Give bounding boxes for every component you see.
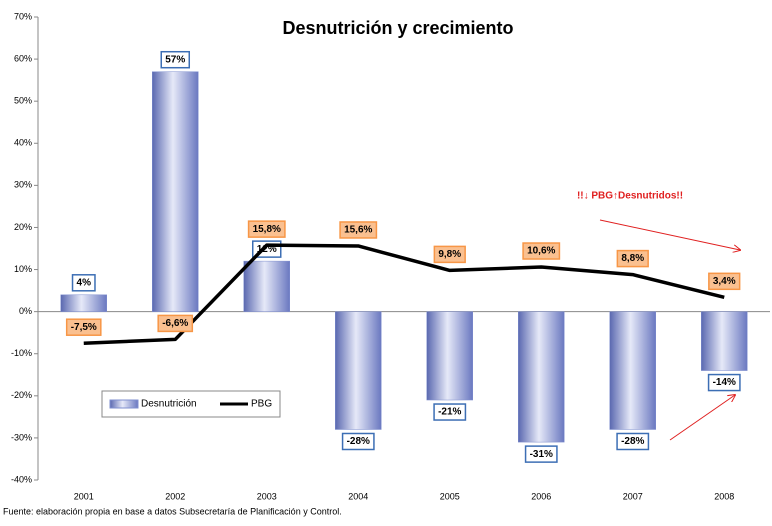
data-label-box (160, 50, 191, 69)
y-tick-label: 50% (14, 96, 32, 106)
x-tick-label: 2007 (623, 491, 643, 501)
x-tick-label: 2001 (74, 491, 94, 501)
y-tick-label: 40% (14, 138, 32, 148)
y-tick-label: 30% (14, 180, 32, 190)
data-label-box (339, 221, 378, 239)
data-label: 15,6% (344, 225, 372, 236)
chart-title: Desnutrición y crecimiento (282, 18, 513, 38)
x-tick-label: 2002 (165, 491, 185, 501)
data-label: -28% (347, 436, 370, 447)
data-label: -28% (621, 436, 644, 447)
data-label: -21% (438, 407, 461, 418)
y-tick-label: 60% (14, 53, 32, 63)
data-label: -6,6% (162, 318, 188, 329)
x-tick-label: 2008 (714, 491, 734, 501)
bar (243, 260, 290, 312)
y-tick-label: -30% (11, 432, 32, 442)
legend: Desnutrición PBG (101, 390, 281, 418)
data-label-box (616, 432, 650, 451)
data-label-box (616, 249, 649, 268)
x-tick-label: 2004 (348, 491, 368, 501)
data-label-box (247, 220, 286, 238)
y-tick-label: 20% (14, 222, 32, 232)
data-label-box (707, 373, 741, 392)
y-tick-label: 0% (19, 306, 32, 316)
bar (701, 311, 748, 371)
legend-label: Desnutrición (141, 399, 197, 410)
x-tick-label: 2005 (440, 491, 460, 501)
data-label-box (708, 272, 741, 291)
y-tick-label: 10% (14, 264, 32, 274)
x-tick-label: 2006 (531, 491, 551, 501)
data-label-box (522, 242, 561, 260)
x-tick-label: 2003 (257, 491, 277, 501)
data-label: 3,4% (713, 276, 736, 287)
data-label: 12% (257, 244, 277, 255)
bar (152, 71, 199, 312)
data-label-box (341, 432, 375, 451)
y-tick-label: 70% (14, 11, 32, 21)
source: Fuente: elaboración propia en base a dat… (3, 506, 342, 516)
data-label: -14% (713, 377, 736, 388)
data-label: 4% (77, 277, 92, 288)
annotation: !!↓ PBG↑Desnutridos!! (577, 191, 683, 202)
data-label: 10,6% (527, 246, 555, 257)
y-tick-label: -20% (11, 390, 32, 400)
bar (609, 311, 656, 430)
data-label: 15,8% (253, 224, 281, 235)
data-label-box (524, 445, 558, 463)
data-label-box (65, 318, 102, 336)
arrow (599, 219, 740, 250)
legend-swatch (109, 399, 139, 409)
data-label-box (71, 274, 96, 292)
y-tick-label: -40% (11, 474, 32, 484)
bar (335, 311, 382, 430)
data-label: 8,8% (621, 253, 644, 264)
bar (60, 294, 107, 312)
data-label-box (157, 314, 194, 333)
data-label: 57% (165, 54, 185, 65)
data-label-box (433, 403, 467, 421)
legend-label: PBG (251, 399, 272, 410)
data-label: 9,8% (438, 249, 461, 260)
bar (426, 311, 473, 401)
data-label: -7,5% (71, 322, 97, 333)
y-tick-label: -10% (11, 348, 32, 358)
data-label-box (433, 245, 466, 264)
bar (518, 311, 565, 443)
arrow (669, 395, 735, 441)
data-label: -31% (530, 449, 553, 460)
